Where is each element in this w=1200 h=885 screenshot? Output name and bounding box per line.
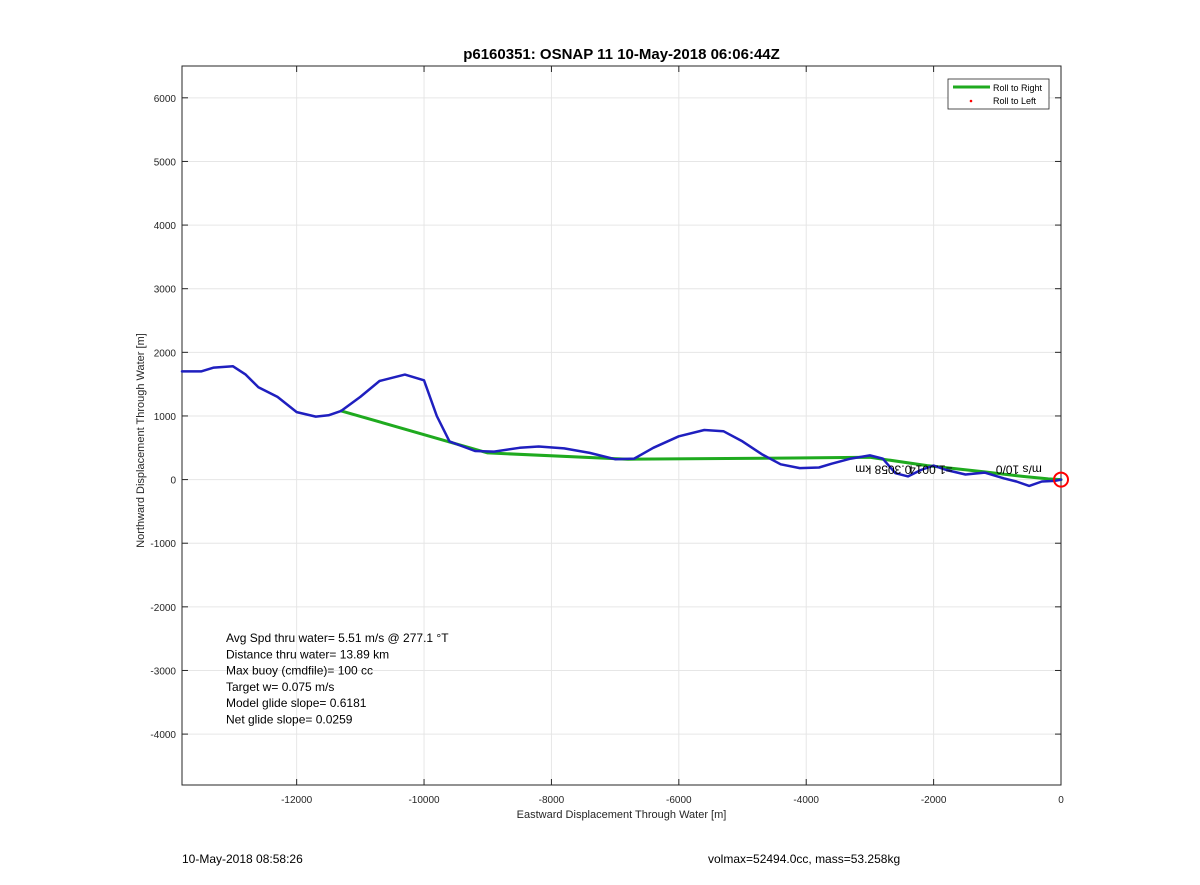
y-tick-label: -1000 (150, 539, 176, 550)
y-tick-label: 2000 (154, 348, 177, 359)
footer-timestamp: 10-May-2018 08:58:26 (182, 852, 303, 866)
axes-box (181, 65, 1062, 786)
footer-mass-info: volmax=52494.0cc, mass=53.258kg (708, 852, 901, 866)
y-tick-label: 5000 (154, 157, 177, 168)
x-tick-label: -8000 (539, 795, 565, 806)
y-tick-label: 1000 (154, 412, 177, 423)
legend-label-roll-left: Roll to Left (993, 96, 1037, 106)
y-tick-label: -3000 (150, 666, 176, 677)
legend-dot-roll-left (969, 99, 973, 103)
y-axis-label: Northward Displacement Through Water [m] (135, 333, 147, 548)
y-tick-label: 3000 (154, 285, 177, 296)
x-axis-label: Eastward Displacement Through Water [m] (517, 809, 727, 821)
legend-box (947, 78, 1050, 110)
y-tick-label: 6000 (154, 94, 177, 105)
y-tick-label: 0 (170, 476, 176, 487)
overlap-text-3: m/s 10/0 (996, 463, 1042, 477)
stat-line: Net glide slope= 0.0259 (226, 713, 353, 727)
end-marker (1053, 471, 1069, 488)
legend-label-roll-right: Roll to Right (993, 83, 1043, 93)
series-group (180, 365, 1069, 488)
y-tick-label: 4000 (154, 221, 177, 232)
stats-annotations: Avg Spd thru water= 5.51 m/s @ 277.1 °T D… (226, 631, 449, 727)
x-tick-label: -2000 (921, 795, 947, 806)
x-tick-label: -12000 (281, 795, 313, 806)
stat-line: Distance thru water= 13.89 km (226, 647, 389, 661)
stat-line: Avg Spd thru water= 5.51 m/s @ 277.1 °T (226, 631, 449, 645)
stat-line: Target w= 0.075 m/s (226, 680, 334, 694)
stat-line: Max buoy (cmdfile)= 100 cc (226, 664, 373, 678)
grid (182, 66, 1062, 785)
overlap-text-group: 0.3058 km=1.0014 m/s 10/0 (855, 463, 1042, 477)
ticks: -12000 -10000 -8000 -6000 -4000 -2000 0-4000-3… (150, 66, 1064, 806)
y-tick-label: -2000 (150, 603, 176, 614)
overlap-text: 0.3058 km (855, 463, 911, 477)
x-tick-label: -6000 (666, 795, 692, 806)
x-tick-label: 0 (1058, 795, 1064, 806)
x-tick-label: -4000 (793, 795, 819, 806)
chart-title: p6160351: OSNAP 11 10-May-2018 06:06:44Z (463, 46, 780, 63)
series-line-0 (339, 409, 1063, 482)
x-tick-label: -10000 (408, 795, 440, 806)
series-line-1 (180, 365, 1063, 488)
legend: Roll to Right Roll to Left (947, 78, 1050, 110)
y-tick-label: -4000 (150, 730, 176, 741)
overlap-text-2: =1.0014 (909, 463, 953, 477)
stat-line: Model glide slope= 0.6181 (226, 696, 367, 710)
